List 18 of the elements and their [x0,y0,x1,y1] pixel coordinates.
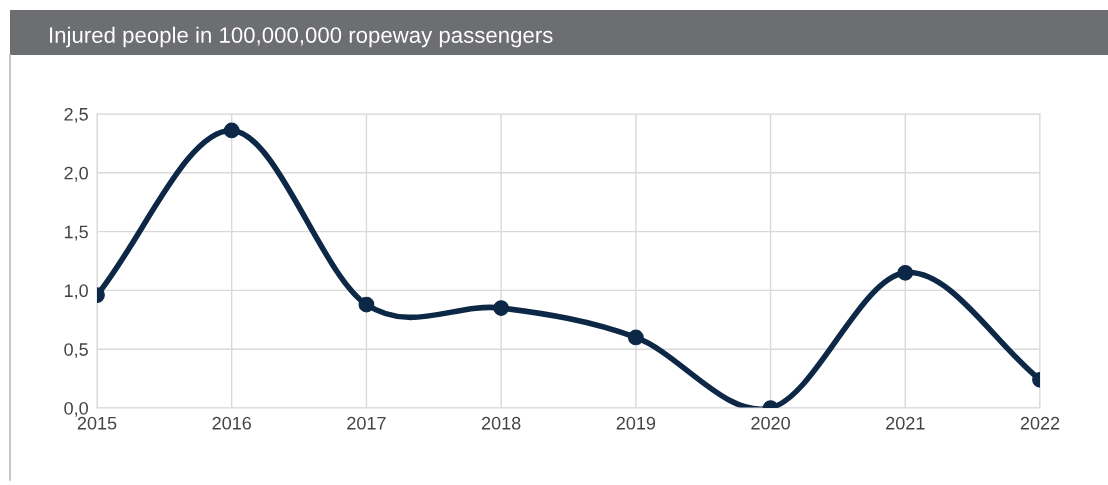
x-tick-label: 2018 [481,416,521,430]
x-tick-label: 2017 [347,416,386,430]
x-tick-label: 2021 [886,416,925,430]
x-tick-label: 2015 [77,416,117,430]
x-tick-label: 2022 [1020,416,1060,430]
x-tick-label: 2019 [616,416,656,430]
point [627,329,644,346]
y-tick-label: 1,5 [64,225,88,241]
chart-title: Injured people in 100,000,000 ropeway passengers [50,26,553,48]
y-tick-label: 0,0 [64,401,88,417]
y-tick-label: 1,0 [64,284,88,300]
x-tick-label: 2020 [751,416,790,430]
y-tick-label: 2,5 [64,107,88,123]
point [493,300,510,316]
y-tick-label: 2,0 [64,166,88,182]
y-tick-label: 0,5 [64,343,88,359]
x-tick-label: 2016 [212,416,252,430]
point [358,296,375,313]
